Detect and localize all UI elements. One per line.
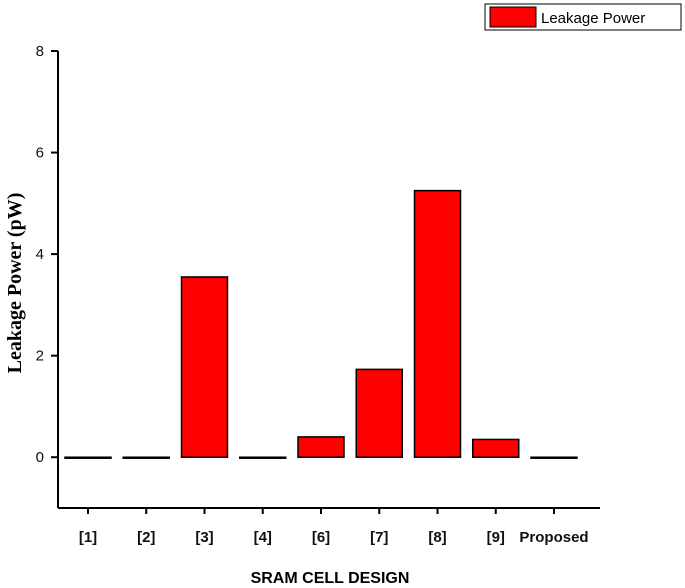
bars-group (64, 189, 578, 459)
y-tick-label: 0 (36, 449, 44, 466)
y-tick-label: 8 (36, 43, 44, 60)
x-tick-label: [3] (195, 529, 213, 546)
x-tick-label: Proposed (519, 529, 588, 546)
axes-group (57, 51, 600, 509)
x-tick-label: [6] (312, 529, 330, 546)
x-tick-label: [8] (428, 529, 446, 546)
y-axis-title: Leakage Power (pW) (4, 193, 26, 374)
bar-2 (122, 456, 170, 459)
x-tick-label: [2] (137, 529, 155, 546)
bar-4 (239, 456, 287, 459)
bar-proposed (530, 456, 578, 459)
bar-6 (297, 436, 345, 458)
x-ticks-group: [1] [2] [3] [4] [6] [7] [8] [9] Proposed (79, 508, 589, 546)
y-tick-label: 6 (36, 145, 44, 162)
legend: Leakage Power (484, 3, 682, 31)
y-ticks-group: 0 2 4 6 8 (36, 43, 58, 466)
x-tick-label: [1] (79, 529, 97, 546)
bar-7 (355, 368, 403, 458)
legend-label-leakage-power: Leakage Power (541, 10, 645, 27)
x-tick-label: [9] (487, 529, 505, 546)
y-tick-label: 2 (36, 348, 44, 365)
y-tick-label: 4 (36, 246, 44, 263)
bar-8 (413, 189, 462, 458)
x-axis-title: SRAM CELL DESIGN (251, 570, 410, 587)
x-tick-label: [4] (254, 529, 272, 546)
bar-1 (64, 456, 112, 459)
legend-swatch-leakage-power (489, 6, 537, 28)
bar-9 (472, 438, 520, 458)
bar-3 (180, 276, 229, 458)
x-tick-label: [7] (370, 529, 388, 546)
